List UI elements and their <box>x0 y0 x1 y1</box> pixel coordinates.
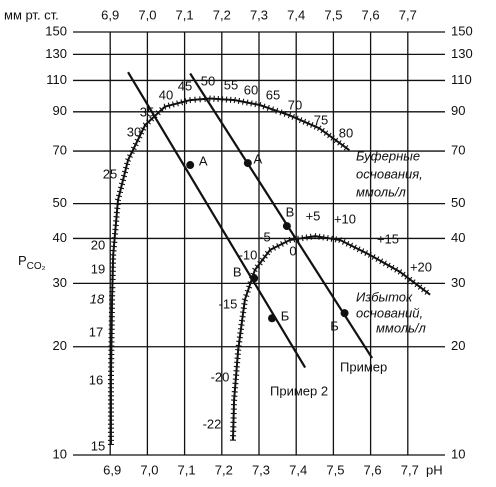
point-label: Б <box>330 319 339 334</box>
curve <box>231 235 431 441</box>
scale-label: 25 <box>103 166 117 181</box>
x-tick-label: 7,2 <box>215 462 233 477</box>
y-tick-label: 40 <box>53 230 67 245</box>
x-tick-label-top: 7,7 <box>399 7 417 22</box>
y-axis-label: PCO₂ <box>18 253 46 271</box>
example-point <box>268 314 277 323</box>
example-point <box>340 309 349 318</box>
scale-label: 15 <box>91 438 105 453</box>
scale-label: -5 <box>259 229 271 244</box>
x-tick-label: 7,7 <box>401 462 419 477</box>
curve-hatch <box>107 95 349 445</box>
x-tick-label: 7,0 <box>140 462 158 477</box>
y-tick-label-right: 10 <box>451 446 465 461</box>
point-label: А <box>199 153 208 168</box>
point-label: Б <box>281 309 290 324</box>
y-tick-label: 70 <box>53 142 67 157</box>
example-point <box>250 274 259 283</box>
scale-label: 55 <box>224 77 238 92</box>
x-tick-label: 7,6 <box>364 462 382 477</box>
y-tick-label-right: 20 <box>451 338 465 353</box>
y-label-symbol: P <box>18 253 27 268</box>
x-tick-label-top: 6,9 <box>101 7 119 22</box>
y-tick-label-right: 40 <box>451 230 465 245</box>
scale-label: -15 <box>219 296 238 311</box>
example-point <box>186 161 195 170</box>
scale-label: 30 <box>127 124 141 139</box>
scale-label: 0 <box>289 243 296 258</box>
example-label: Пример 2 <box>270 383 328 398</box>
scale-label: -20 <box>211 369 230 384</box>
scale-label: +20 <box>410 259 432 274</box>
curve-caption: Буферные <box>356 148 420 163</box>
scale-label: 75 <box>314 112 328 127</box>
example-point <box>243 159 252 168</box>
x-tick-label-top: 7,2 <box>213 7 231 22</box>
y-tick-label: 150 <box>45 23 67 38</box>
scale-label: 18 <box>90 291 105 306</box>
scale-label: 20 <box>91 237 105 252</box>
x-tick-label-top: 7,6 <box>362 7 380 22</box>
unit-label: мм рт. ст. <box>4 7 59 22</box>
scale-label: -10 <box>239 247 258 262</box>
x-tick-label: 7,4 <box>289 462 307 477</box>
curve-hatch <box>229 233 430 441</box>
scale-label: 65 <box>266 87 280 102</box>
curve-caption: ммоль/л <box>356 184 407 199</box>
scale-label: 60 <box>244 82 258 97</box>
scale-label: +15 <box>377 231 399 246</box>
scale-label: +10 <box>334 211 356 226</box>
point-label: В <box>286 205 295 220</box>
y-tick-label-right: 130 <box>451 46 473 61</box>
scale-label: 40 <box>159 87 173 102</box>
y-tick-label-right: 150 <box>451 23 473 38</box>
scale-label: -22 <box>203 416 222 431</box>
y-tick-label-right: 50 <box>451 195 465 210</box>
y-tick-label-right: 110 <box>451 72 472 87</box>
scale-label: 19 <box>91 261 105 276</box>
point-label: В <box>233 265 242 280</box>
curve-caption: ммоль/л <box>376 320 427 335</box>
x-tick-label-top: 7,0 <box>138 7 156 22</box>
scale-label: 45 <box>178 78 192 93</box>
curve-caption: Избыток <box>356 289 413 304</box>
point-label: А <box>254 152 263 167</box>
scale-label: 80 <box>339 125 353 140</box>
y-tick-label: 130 <box>45 46 67 61</box>
y-tick-label-right: 30 <box>451 275 465 290</box>
x-tick-label: 6,9 <box>103 462 121 477</box>
example-label: Пример <box>340 359 387 374</box>
x-tick-label-top: 7,1 <box>176 7 194 22</box>
y-tick-label-right: 90 <box>451 103 465 118</box>
scale-label: 50 <box>201 73 215 88</box>
curve-caption: основания, <box>356 166 423 181</box>
y-tick-label: 90 <box>53 103 67 118</box>
y-tick-label-right: 70 <box>451 142 465 157</box>
y-tick-label: 50 <box>53 195 67 210</box>
curve-caption: оснований, <box>356 305 423 320</box>
x-axis-label: pH <box>426 462 443 477</box>
y-tick-label: 10 <box>53 446 67 461</box>
y-tick-label: 110 <box>46 72 67 87</box>
y-tick-label: 30 <box>53 275 67 290</box>
x-tick-label-top: 7,5 <box>324 7 342 22</box>
x-tick-label: 7,3 <box>252 462 270 477</box>
example-point <box>282 222 291 231</box>
x-tick-label: 7,5 <box>326 462 344 477</box>
x-tick-label-top: 7,3 <box>250 7 268 22</box>
y-tick-label: 20 <box>53 338 67 353</box>
x-tick-label-top: 7,4 <box>287 7 305 22</box>
y-label-subscript: CO₂ <box>27 261 46 272</box>
scale-label: 17 <box>89 324 103 339</box>
x-tick-label: 7,1 <box>178 462 196 477</box>
scale-label: +5 <box>306 208 321 223</box>
scale-label: 70 <box>288 97 302 112</box>
scale-label: 16 <box>89 372 103 387</box>
